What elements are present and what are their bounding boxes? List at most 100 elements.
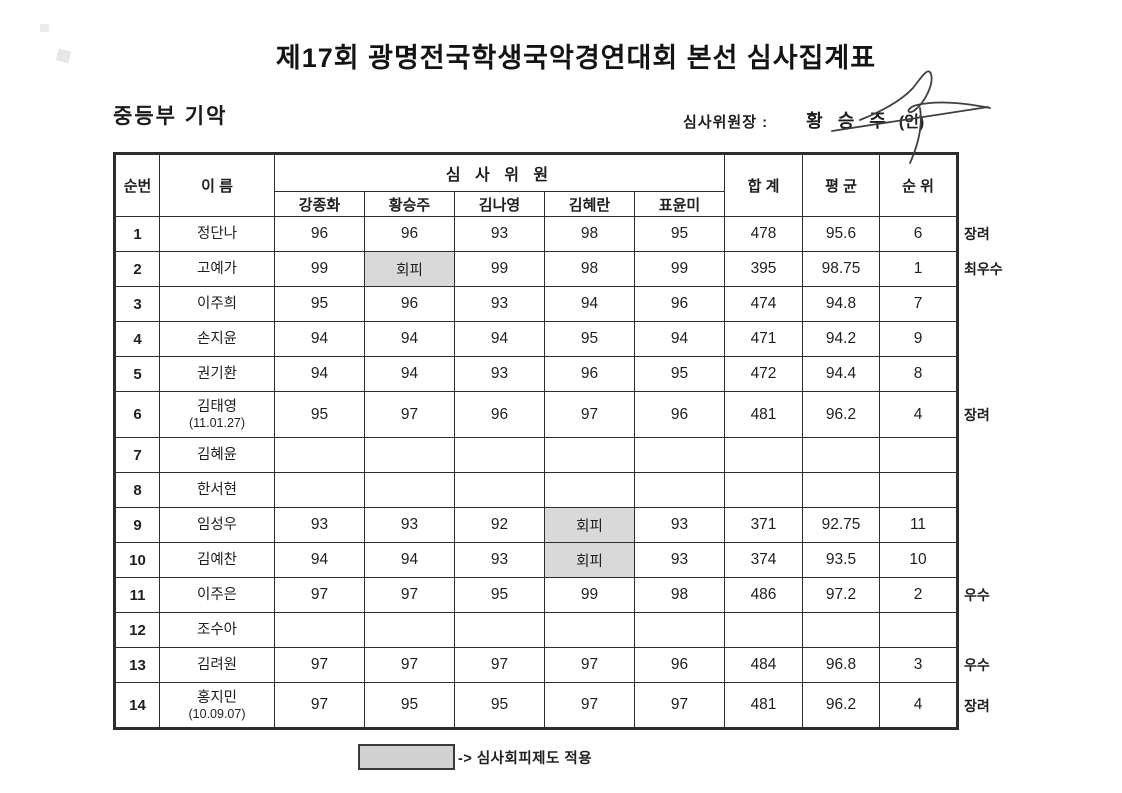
score-cell: 93 xyxy=(454,356,545,392)
judge-name-header: 표윤미 xyxy=(634,191,725,217)
table-row: 10 김예찬 94 94 93 회피 93 374 93.5 10 xyxy=(113,542,1020,578)
rank-cell: 7 xyxy=(879,286,958,322)
contestant-name: 고예가 xyxy=(196,260,238,277)
judge-name-header: 황승주 xyxy=(364,191,455,217)
contestant-name: 김려원 xyxy=(196,656,238,673)
total-cell: 374 xyxy=(724,542,803,578)
total-cell xyxy=(724,437,803,473)
table-row: 11 이주은 97 97 95 99 98 486 97.2 2 우수 xyxy=(113,577,1020,613)
contestant-name: 이주은 xyxy=(196,586,238,603)
score-cell: 96 xyxy=(634,391,725,438)
row-number-cell: 8 xyxy=(113,472,160,508)
award-label: 장려 xyxy=(956,216,1020,252)
score-cell xyxy=(634,612,725,648)
judge-name-header: 강종화 xyxy=(274,191,365,217)
score-cell: 97 xyxy=(544,391,635,438)
recused-score-cell: 회피 xyxy=(544,542,635,578)
score-cell: 97 xyxy=(364,577,455,613)
name-cell: 고예가 xyxy=(159,251,275,287)
score-cell xyxy=(364,472,455,508)
score-cell: 97 xyxy=(544,682,635,730)
score-cell: 95 xyxy=(274,391,365,438)
score-cell: 95 xyxy=(274,286,365,322)
chief-judge-label: 심사위원장 : xyxy=(683,114,769,131)
score-cell xyxy=(274,472,365,508)
score-cell: 93 xyxy=(454,542,545,578)
legend: -> 심사회피제도 적용 xyxy=(358,744,592,770)
table-row: 6 김태영 (11.01.27) 95 97 96 97 96 481 96.2 4 장려 xyxy=(113,391,1020,438)
award-label: 장려 xyxy=(956,682,1020,729)
total-cell: 486 xyxy=(724,577,803,613)
row-number-cell: 7 xyxy=(113,437,160,473)
score-cell: 95 xyxy=(454,682,545,730)
score-cell: 94 xyxy=(364,356,455,392)
score-cell: 93 xyxy=(454,286,545,322)
award-label xyxy=(956,507,1020,543)
rank-cell xyxy=(879,612,958,648)
row-number-cell: 2 xyxy=(113,251,160,287)
table-row: 3 이주희 95 96 93 94 96 474 94.8 7 xyxy=(113,286,1020,322)
total-cell: 478 xyxy=(724,216,803,252)
average-cell: 93.5 xyxy=(802,542,880,578)
score-cell: 96 xyxy=(544,356,635,392)
row-number-cell: 12 xyxy=(113,612,160,648)
name-cell: 홍지민 (10.09.07) xyxy=(159,682,275,730)
name-cell: 김혜윤 xyxy=(159,437,275,473)
score-cell: 93 xyxy=(454,216,545,252)
contestant-name: 홍지민 xyxy=(196,689,238,706)
score-cell: 92 xyxy=(454,507,545,543)
total-cell: 484 xyxy=(724,647,803,683)
average-cell: 96.8 xyxy=(802,647,880,683)
contestant-birthdate: (10.09.07) xyxy=(188,706,246,721)
table-row: 5 권기환 94 94 93 96 95 472 94.4 8 xyxy=(113,356,1020,392)
total-cell: 481 xyxy=(724,682,803,730)
contestant-name: 조수아 xyxy=(196,621,238,638)
name-cell: 김태영 (11.01.27) xyxy=(159,391,275,438)
row-number-cell: 13 xyxy=(113,647,160,683)
col-header-number: 순번 xyxy=(113,152,160,217)
score-cell: 94 xyxy=(364,321,455,357)
score-cell: 97 xyxy=(274,647,365,683)
table-row: 2 고예가 99 회피 99 98 99 395 98.75 1 최우수 xyxy=(113,251,1020,287)
score-cell: 93 xyxy=(634,542,725,578)
table-row: 13 김려원 97 97 97 97 96 484 96.8 3 우수 xyxy=(113,647,1020,683)
col-header-total: 합 계 xyxy=(724,152,803,217)
award-label: 우수 xyxy=(956,577,1020,613)
average-cell: 98.75 xyxy=(802,251,880,287)
score-cell: 97 xyxy=(454,647,545,683)
score-cell: 99 xyxy=(274,251,365,287)
award-label xyxy=(956,321,1020,357)
recusal-legend-swatch xyxy=(358,744,455,770)
score-cell xyxy=(454,472,545,508)
total-cell: 472 xyxy=(724,356,803,392)
name-cell: 김려원 xyxy=(159,647,275,683)
score-cell: 94 xyxy=(454,321,545,357)
rank-cell: 8 xyxy=(879,356,958,392)
row-number-cell: 11 xyxy=(113,577,160,613)
rank-cell: 1 xyxy=(879,251,958,287)
col-header-name: 이 름 xyxy=(159,152,275,217)
table-row: 4 손지윤 94 94 94 95 94 471 94.2 9 xyxy=(113,321,1020,357)
award-label xyxy=(956,612,1020,648)
total-cell xyxy=(724,612,803,648)
score-cell: 99 xyxy=(454,251,545,287)
table-row: 12 조수아 xyxy=(113,612,1020,648)
row-number-cell: 3 xyxy=(113,286,160,322)
score-cell: 95 xyxy=(544,321,635,357)
score-cell: 93 xyxy=(364,507,455,543)
score-cell: 99 xyxy=(634,251,725,287)
contestant-name: 한서현 xyxy=(196,481,238,498)
col-header-average: 평 균 xyxy=(802,152,880,217)
judge-name-header: 김나영 xyxy=(454,191,545,217)
name-cell: 한서현 xyxy=(159,472,275,508)
contestant-name: 김태영 xyxy=(196,399,238,415)
table-row: 1 정단나 96 96 93 98 95 478 95.6 6 장려 xyxy=(113,216,1020,252)
rank-cell xyxy=(879,472,958,508)
score-cell: 96 xyxy=(364,286,455,322)
score-cell xyxy=(634,472,725,508)
score-cell: 97 xyxy=(274,682,365,730)
award-margin-spacer xyxy=(956,153,1020,217)
score-cell: 97 xyxy=(544,647,635,683)
name-cell: 김예찬 xyxy=(159,542,275,578)
name-cell: 이주은 xyxy=(159,577,275,613)
